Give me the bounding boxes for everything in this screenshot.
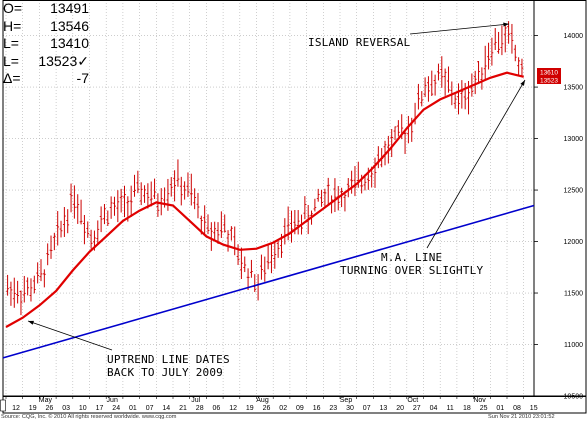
x-tick-label: 06 bbox=[213, 405, 221, 412]
x-tick-label: 09 bbox=[296, 405, 304, 412]
readout-low: L= 13410 bbox=[3, 35, 89, 51]
x-tick-label: 28 bbox=[196, 405, 204, 412]
island-reversal-arrow bbox=[409, 23, 510, 35]
last-price-tag-label: 13610 bbox=[540, 69, 558, 76]
x-tick-label: 01 bbox=[129, 405, 137, 412]
x-month-label: Jul bbox=[191, 397, 200, 404]
x-tick-label: 25 bbox=[480, 405, 488, 412]
readout-last: L= 13523✓ bbox=[3, 52, 89, 69]
x-axis: 12 19 26 03 10 17 24 01 07 14 21 28 06 12 19 26 02 09 16 23… bbox=[5, 396, 538, 412]
x-tick-label: 26 bbox=[263, 405, 271, 412]
x-month-label: Oct bbox=[407, 397, 418, 404]
x-month-label: Sep bbox=[340, 397, 353, 404]
x-tick-label: 12 bbox=[12, 405, 20, 412]
y-tick-label: 12500 bbox=[564, 188, 584, 195]
source-footer: Source: CQG, Inc. © 2010 All rights rese… bbox=[1, 414, 177, 420]
x-tick-label: 19 bbox=[246, 405, 254, 412]
x-tick-label: 23 bbox=[329, 405, 337, 412]
x-tick-label: 21 bbox=[179, 405, 187, 412]
uptrend-annotation: UPTREND LINE DATES BACK TO JULY 2009 bbox=[107, 353, 230, 379]
x-tick-label: 07 bbox=[363, 405, 371, 412]
x-tick-label: 20 bbox=[396, 405, 404, 412]
x-month-label: Aug bbox=[256, 397, 269, 404]
x-tick-label: 24 bbox=[112, 405, 120, 412]
scroll-handle bbox=[0, 399, 6, 412]
x-tick-label: 13 bbox=[380, 405, 388, 412]
x-tick-label: 26 bbox=[46, 405, 54, 412]
y-tick-label: 11500 bbox=[564, 291, 583, 298]
x-tick-label: 16 bbox=[313, 405, 321, 412]
x-tick-label: 17 bbox=[96, 405, 104, 412]
x-tick-label: 12 bbox=[229, 405, 237, 412]
y-tick-label: 13500 bbox=[564, 85, 584, 92]
x-tick-label: 18 bbox=[463, 405, 471, 412]
x-tick-label: 11 bbox=[447, 405, 454, 412]
x-tick-label: 14 bbox=[162, 405, 170, 412]
last-price-tag bbox=[537, 76, 561, 84]
x-tick-label: 04 bbox=[430, 405, 438, 412]
y-axis: 10500 11000 11500 12000 12500 13000 13500 14000… bbox=[534, 33, 584, 401]
uptrend-line bbox=[2, 204, 535, 359]
readout-high: H= 13546 bbox=[3, 17, 89, 34]
y-tick-label: 13000 bbox=[564, 136, 584, 143]
x-tick-label: 01 bbox=[496, 405, 504, 412]
x-tick-label: 10 bbox=[79, 405, 87, 412]
ma-line-arrow-head bbox=[520, 80, 525, 86]
x-month-label: Nov bbox=[473, 397, 486, 404]
x-tick-label: 07 bbox=[146, 405, 154, 412]
ohlc-readout: O= 13491 H= 13546 L= 13410 L= 13523✓ Δ= -7 bbox=[3, 0, 89, 88]
x-month-label: May bbox=[39, 397, 53, 404]
timestamp-footer: Sun Nov 21 2010 23:01:52 bbox=[488, 414, 555, 420]
x-tick-label: 03 bbox=[62, 405, 70, 412]
price-bars bbox=[6, 21, 524, 316]
island-reversal-annotation: ISLAND REVERSAL bbox=[308, 36, 411, 49]
x-tick-label: 08 bbox=[513, 405, 521, 412]
readout-open: O= 13491 bbox=[3, 0, 89, 16]
x-tick-label: 19 bbox=[29, 405, 37, 412]
island-reversal-arrow-head bbox=[503, 22, 509, 27]
x-month-label: Jun bbox=[107, 397, 118, 404]
last-price-tag bbox=[537, 68, 561, 76]
last-price-tag-label: 13523 bbox=[540, 77, 558, 84]
y-tick-label: 11000 bbox=[564, 342, 583, 349]
x-tick-label: 15 bbox=[530, 405, 538, 412]
moving-average-line bbox=[5, 71, 524, 328]
ma-line-annotation: M.A. LINE TURNING OVER SLIGHTLY bbox=[340, 251, 484, 277]
y-tick-label: 10500 bbox=[564, 394, 584, 401]
x-tick-label: 27 bbox=[413, 405, 421, 412]
y-axis-panel bbox=[533, 0, 587, 397]
uptrend-arrow bbox=[27, 320, 113, 351]
y-tick-label: 12000 bbox=[564, 239, 584, 246]
readout-change: Δ= -7 bbox=[3, 70, 89, 86]
ma-line-arrow bbox=[426, 79, 526, 249]
annotation-arrows bbox=[27, 22, 526, 351]
x-tick-label: 02 bbox=[279, 405, 287, 412]
grid bbox=[3, 0, 534, 397]
y-tick-label: 14000 bbox=[564, 33, 584, 40]
uptrend-arrow-head bbox=[28, 320, 34, 325]
x-tick-label: 30 bbox=[346, 405, 354, 412]
